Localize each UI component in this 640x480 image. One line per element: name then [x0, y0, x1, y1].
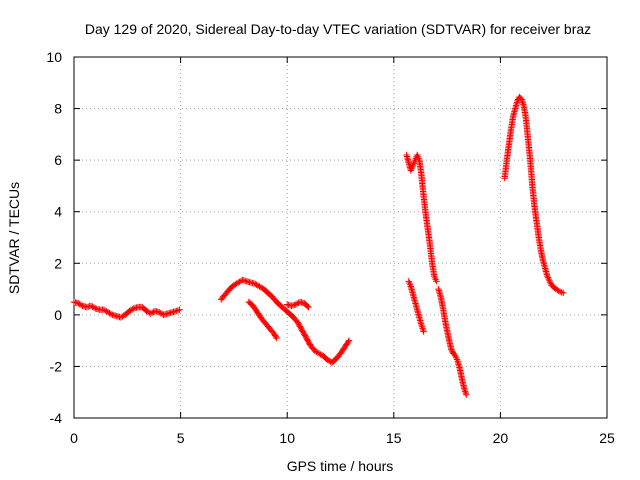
x-axis-label: GPS time / hours [287, 458, 394, 474]
point-seg6-29 [418, 323, 426, 330]
point-seg1-63 [157, 309, 164, 317]
series-seg8 [501, 93, 567, 297]
point-seg1-42 [129, 306, 136, 313]
series-seg7 [435, 285, 470, 398]
series-seg1 [70, 298, 183, 321]
series-seg2 [217, 276, 353, 366]
point-seg2-118 [345, 337, 353, 344]
point-seg8-56 [519, 99, 526, 106]
point-seg6-2 [406, 281, 414, 288]
chart-title: Day 129 of 2020, Sidereal Day-to-day VTE… [85, 21, 591, 37]
axis-ticks: 0 5 10 15 20 25 -4 -2 0 2 4 6 8 10 [46, 49, 615, 446]
x-tick-label-0: 0 [70, 430, 78, 446]
point-seg6-30 [419, 325, 426, 332]
point-seg6-31 [419, 326, 427, 334]
y-tick-label-2: 0 [54, 307, 62, 323]
point-seg7-67 [461, 386, 468, 394]
point-seg1-26 [107, 310, 115, 318]
point-seg8-170 [546, 278, 554, 286]
point-seg8-167 [544, 274, 552, 281]
point-seg8-166 [544, 272, 551, 280]
point-seg7-68 [462, 388, 469, 395]
point-seg5-96 [431, 274, 439, 282]
x-tick-label-1: 5 [177, 430, 185, 446]
point-seg8-179 [556, 288, 564, 295]
series-seg5 [403, 151, 440, 285]
point-seg6-28 [418, 321, 425, 329]
point-seg8-57 [520, 101, 527, 108]
y-tick-label-0: -4 [50, 410, 63, 426]
point-seg4-16 [305, 303, 312, 311]
point-seg8-55 [519, 97, 526, 105]
point-seg7-66 [460, 385, 468, 392]
plot-frame [73, 56, 608, 419]
x-tick-label-5: 25 [599, 430, 615, 446]
point-seg8-178 [555, 287, 562, 294]
series-seg6 [405, 278, 427, 335]
point-seg4-15 [304, 302, 311, 310]
point-seg1-75 [174, 307, 182, 314]
point-seg8-53 [517, 95, 524, 102]
y-tick-label-4: 4 [54, 204, 62, 220]
point-seg6-32 [420, 328, 427, 335]
x-tick-label-2: 10 [279, 430, 295, 446]
point-seg3-28 [272, 333, 280, 340]
point-seg1-74 [173, 307, 180, 315]
y-axis-label: SDTVAR / TECUs [6, 182, 22, 294]
point-seg1-14 [90, 304, 98, 311]
grid-lines [74, 57, 607, 418]
point-seg8-168 [545, 275, 552, 283]
x-tick-label-3: 15 [386, 430, 402, 446]
point-seg1-76 [176, 306, 183, 313]
y-tick-label-1: -2 [50, 358, 63, 374]
point-seg1-5 [77, 301, 85, 309]
y-tick-label-6: 8 [54, 101, 62, 117]
y-tick-label-5: 6 [54, 152, 62, 168]
point-seg5-97 [432, 276, 439, 283]
y-tick-label-3: 2 [54, 255, 62, 271]
point-seg3-29 [273, 334, 280, 342]
data-points [70, 93, 567, 398]
point-seg8-54 [518, 96, 525, 103]
point-seg2-117 [344, 338, 352, 346]
point-seg7-70 [463, 391, 470, 398]
point-seg8-180 [558, 289, 565, 296]
x-tick-label-4: 20 [493, 430, 509, 446]
point-seg8-181 [560, 289, 567, 297]
y-tick-label-7: 10 [46, 49, 62, 65]
point-seg5-98 [433, 278, 440, 285]
series-seg4 [284, 298, 312, 311]
series-seg3 [245, 298, 280, 342]
point-seg7-69 [462, 389, 469, 397]
point-seg4-7 [293, 300, 301, 307]
point-seg8-169 [546, 277, 553, 284]
